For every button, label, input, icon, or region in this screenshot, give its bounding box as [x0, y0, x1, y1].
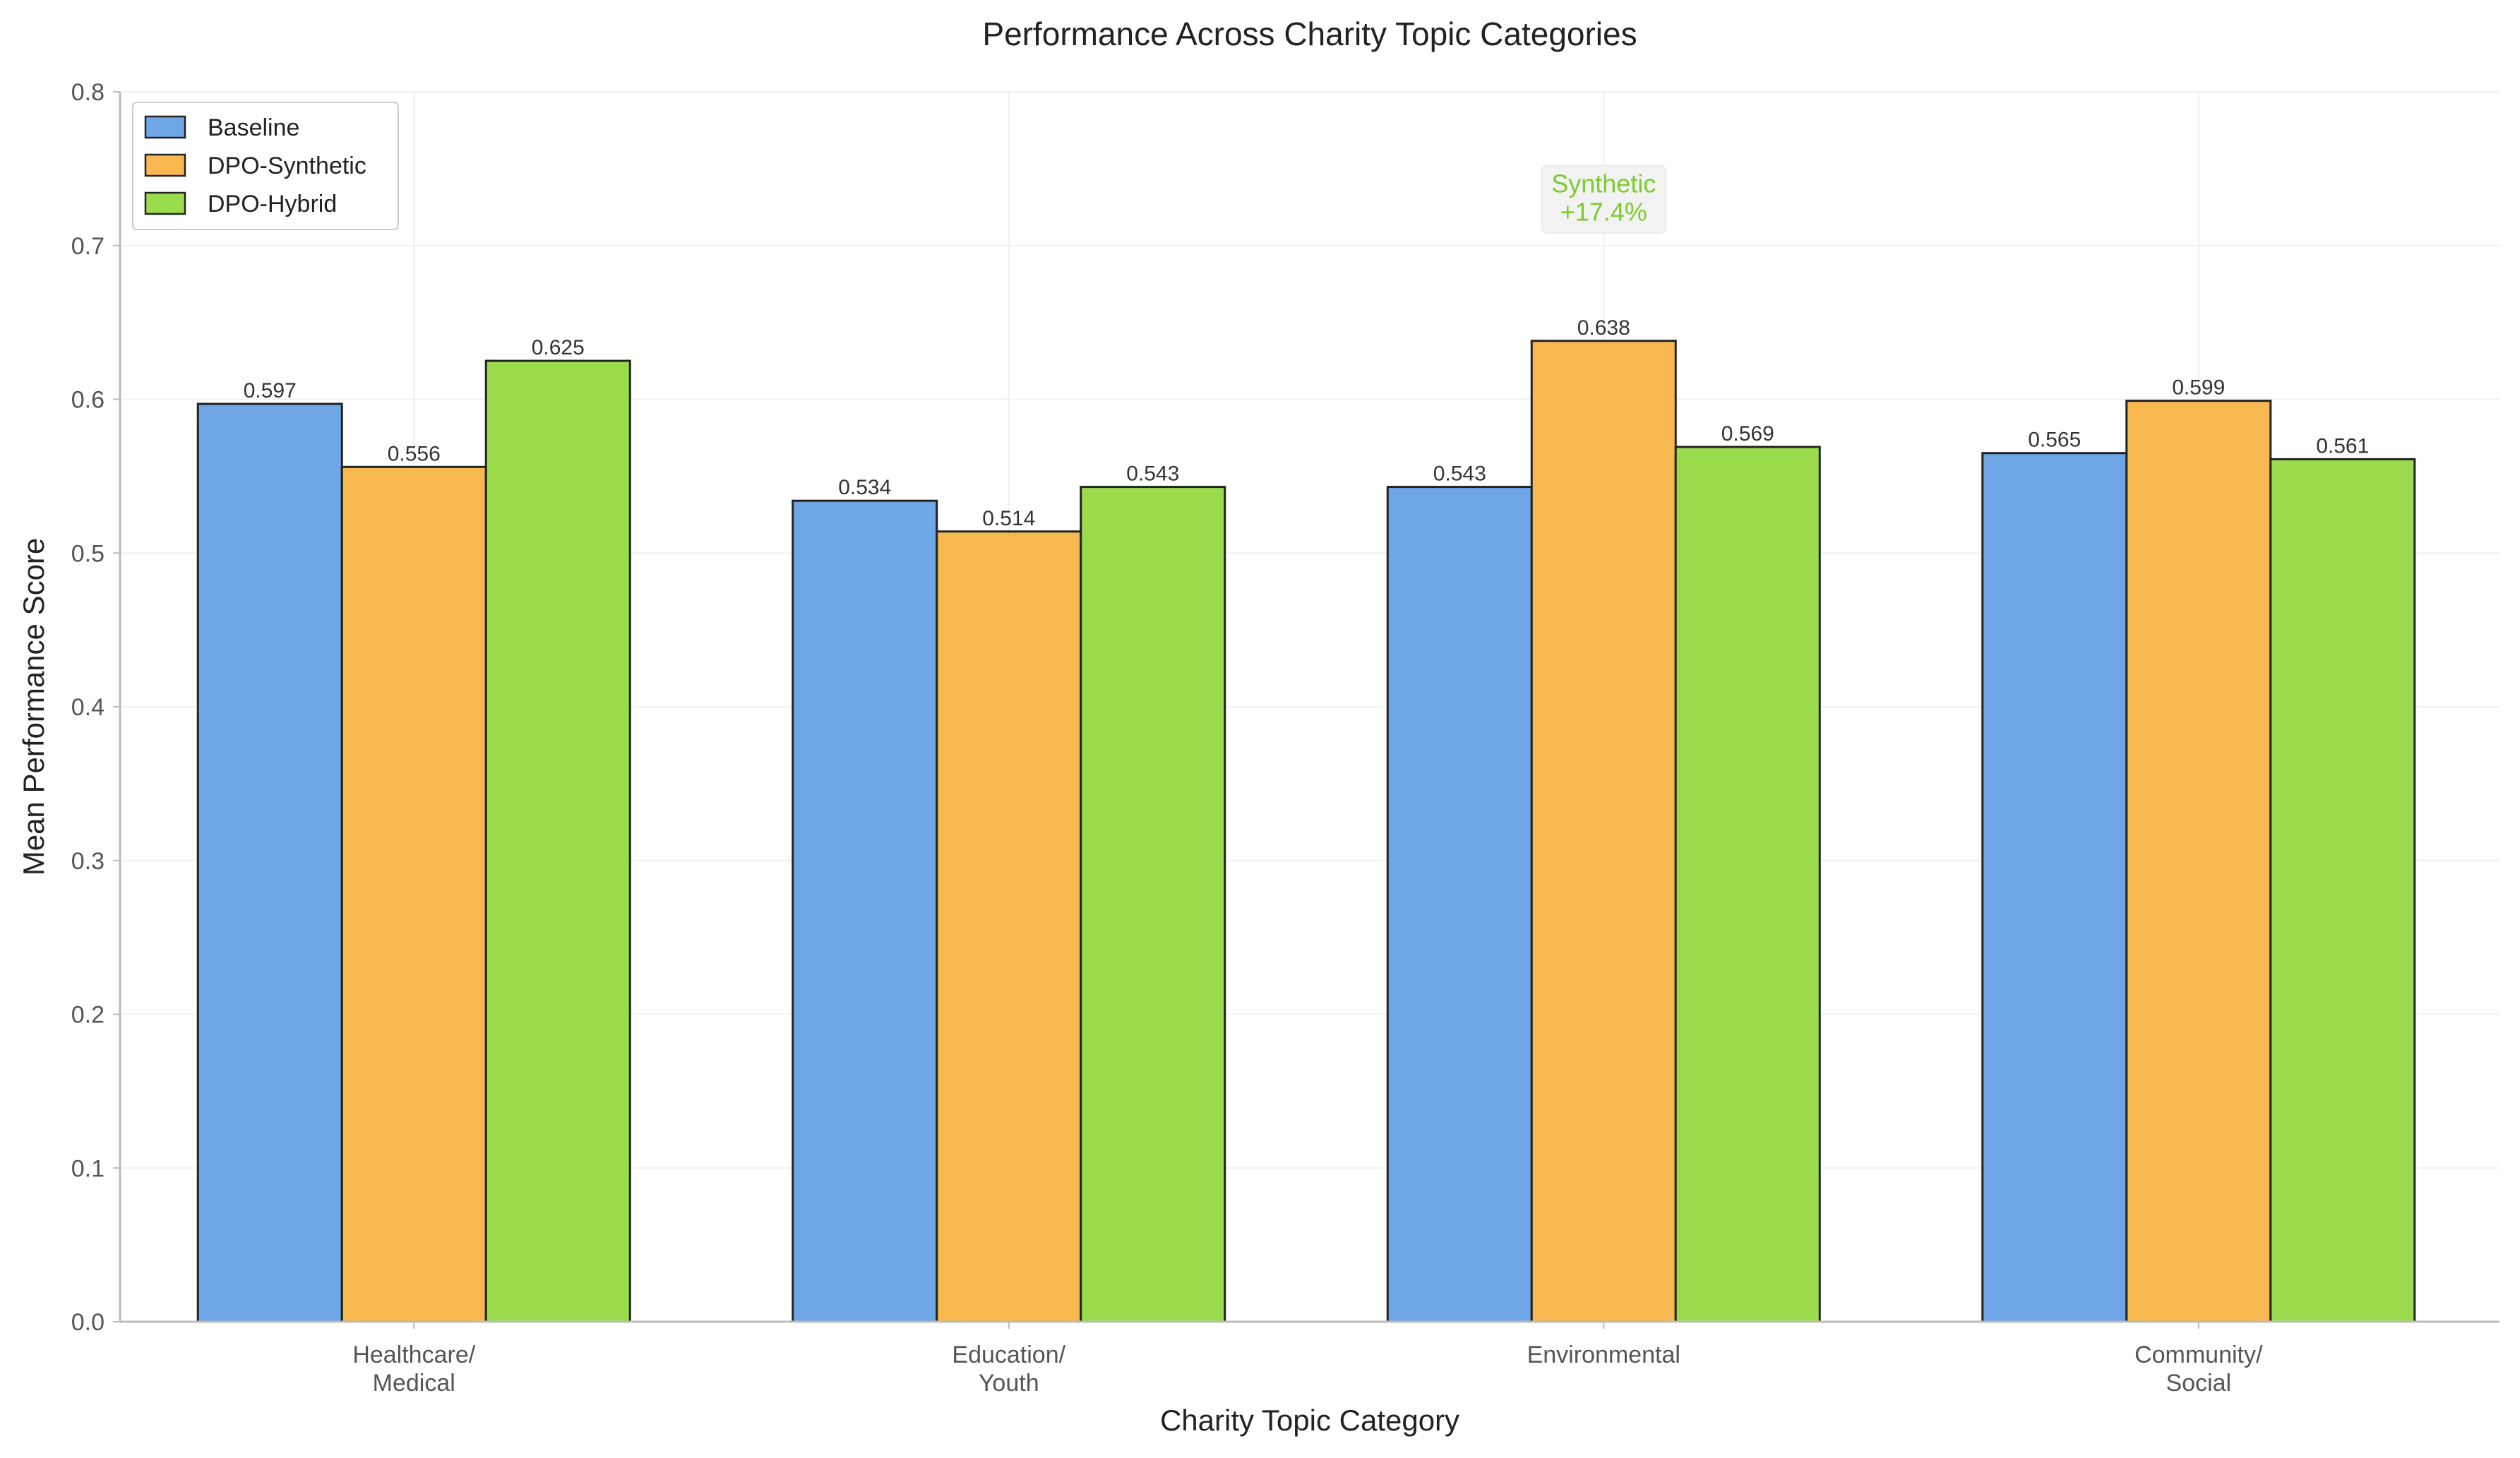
- x-tick-label: Environmental: [1527, 1342, 1680, 1368]
- y-tick-label: 0.4: [71, 694, 104, 721]
- bar-value-label: 0.556: [388, 442, 441, 465]
- y-tick-label: 0.1: [71, 1155, 104, 1182]
- bar-value-label: 0.561: [2316, 434, 2369, 458]
- bar-dpo-synthetic: [340, 465, 487, 1323]
- y-tick-label: 0.2: [71, 1002, 104, 1029]
- bar-value-label: 0.597: [244, 379, 297, 402]
- legend: Baseline DPO-Synthetic DPO-Hybrid: [132, 102, 399, 230]
- chart-title: Performance Across Charity Topic Categor…: [982, 16, 1637, 52]
- x-tick-label: Community/: [2134, 1342, 2263, 1368]
- data-labels: 0.597 0.534 0.543 0.565 0.556 0.514 0.638 0.599…: [244, 316, 2370, 530]
- x-tick-labels: Healthcare/Medical Education/Youth Environ…: [352, 1322, 2263, 1397]
- y-tick-label: 0.0: [71, 1309, 104, 1336]
- y-tick-label: 0.6: [71, 387, 104, 414]
- bar-value-label: 0.569: [1721, 422, 1774, 446]
- bar-dpo-hybrid: [484, 359, 631, 1323]
- y-tick-labels: 0.0 0.1 0.2 0.3 0.4 0.5 0.6 0.7 0.8: [71, 79, 120, 1336]
- y-tick-label: 0.3: [71, 848, 104, 875]
- legend-label: DPO-Synthetic: [208, 153, 366, 179]
- legend-box: [132, 102, 399, 230]
- annotation: Synthetic+17.4%: [1541, 165, 1666, 234]
- bar-dpo-hybrid: [2269, 458, 2416, 1323]
- y-axis-title: Mean Performance Score: [17, 538, 50, 876]
- x-axis-title: Charity Topic Category: [1160, 1404, 1459, 1437]
- x-tick-label: Healthcare/: [352, 1342, 475, 1368]
- bar-value-label: 0.534: [838, 476, 891, 499]
- annotation-text: Synthetic: [1551, 169, 1656, 198]
- legend-swatch: [144, 191, 186, 215]
- x-tick-label: Education/: [952, 1342, 1065, 1368]
- bar-value-label: 0.543: [1433, 462, 1486, 486]
- bar-dpo-synthetic: [936, 530, 1082, 1323]
- bar-dpo-hybrid: [1674, 446, 1821, 1323]
- legend-label: Baseline: [208, 114, 299, 141]
- bar-value-label: 0.638: [1577, 316, 1630, 340]
- x-tick-label: Social: [2166, 1370, 2231, 1397]
- bar-value-label: 0.599: [2172, 376, 2225, 400]
- y-tick-label: 0.5: [71, 540, 104, 567]
- bar-value-label: 0.625: [532, 336, 585, 359]
- annotation-text: +17.4%: [1560, 197, 1647, 226]
- annotation-box: [1541, 165, 1666, 234]
- bar-baseline: [1386, 486, 1533, 1323]
- bar-baseline: [196, 402, 343, 1323]
- y-tick-label: 0.8: [71, 79, 104, 106]
- bar-dpo-hybrid: [1080, 486, 1226, 1323]
- x-tick-label: Medical: [373, 1370, 455, 1397]
- bar-dpo-synthetic: [2125, 400, 2272, 1323]
- bar-value-label: 0.543: [1126, 462, 1179, 486]
- legend-label: DPO-Hybrid: [208, 191, 337, 217]
- bar-baseline: [792, 499, 938, 1323]
- legend-swatch: [144, 115, 186, 139]
- y-tick-label: 0.7: [71, 233, 104, 260]
- bar-value-label: 0.514: [982, 507, 1035, 530]
- bar-value-label: 0.565: [2028, 429, 2081, 452]
- bars: [196, 340, 2416, 1323]
- bar-baseline: [1981, 452, 2128, 1323]
- legend-swatch: [144, 153, 186, 177]
- x-tick-label: Youth: [979, 1370, 1039, 1397]
- bar-dpo-synthetic: [1530, 340, 1677, 1323]
